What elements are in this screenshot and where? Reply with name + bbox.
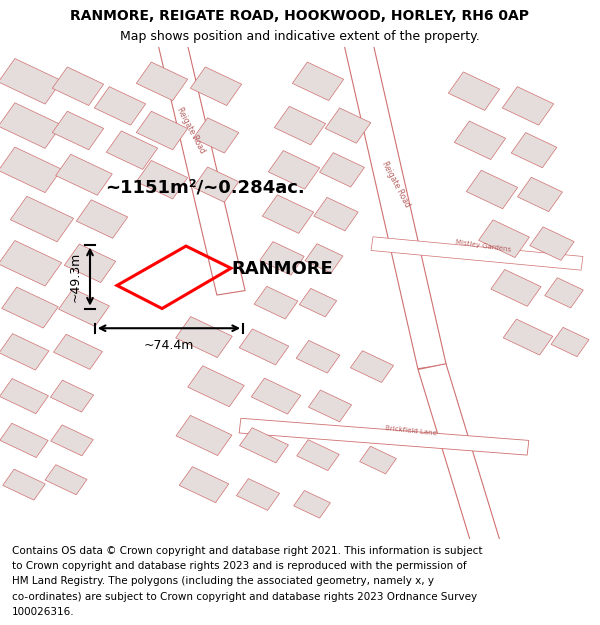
Polygon shape	[297, 439, 339, 471]
Polygon shape	[293, 491, 331, 518]
Polygon shape	[350, 351, 394, 382]
Polygon shape	[179, 467, 229, 502]
Polygon shape	[325, 108, 371, 143]
Polygon shape	[106, 131, 158, 169]
Polygon shape	[448, 72, 500, 111]
Polygon shape	[454, 121, 506, 159]
Polygon shape	[76, 200, 128, 238]
Polygon shape	[511, 132, 557, 168]
Polygon shape	[53, 334, 103, 369]
Polygon shape	[0, 147, 62, 192]
Polygon shape	[466, 170, 518, 209]
Polygon shape	[0, 379, 49, 414]
Polygon shape	[50, 380, 94, 412]
Polygon shape	[260, 242, 304, 275]
Text: RANMORE: RANMORE	[231, 260, 333, 278]
Polygon shape	[359, 446, 397, 474]
Polygon shape	[0, 241, 62, 286]
Polygon shape	[64, 244, 116, 282]
Polygon shape	[503, 319, 553, 355]
Polygon shape	[45, 464, 87, 495]
Polygon shape	[136, 161, 188, 199]
Polygon shape	[268, 151, 320, 189]
Polygon shape	[308, 390, 352, 422]
Polygon shape	[518, 177, 562, 212]
Polygon shape	[299, 288, 337, 317]
Polygon shape	[136, 111, 188, 150]
Text: to Crown copyright and database rights 2023 and is reproduced with the permissio: to Crown copyright and database rights 2…	[12, 561, 467, 571]
Polygon shape	[190, 67, 242, 106]
Polygon shape	[52, 111, 104, 150]
Polygon shape	[59, 289, 109, 326]
Polygon shape	[254, 286, 298, 319]
Polygon shape	[239, 329, 289, 365]
Polygon shape	[418, 364, 506, 566]
Polygon shape	[0, 423, 48, 458]
Polygon shape	[2, 287, 58, 328]
Polygon shape	[371, 237, 583, 270]
Polygon shape	[320, 152, 364, 187]
Polygon shape	[274, 106, 326, 145]
Polygon shape	[193, 118, 239, 153]
Text: Contains OS data © Crown copyright and database right 2021. This information is : Contains OS data © Crown copyright and d…	[12, 546, 482, 556]
Polygon shape	[136, 62, 188, 101]
Polygon shape	[239, 418, 529, 455]
Text: ~1151m²/~0.284ac.: ~1151m²/~0.284ac.	[105, 178, 305, 196]
Polygon shape	[502, 87, 554, 125]
Polygon shape	[314, 198, 358, 231]
Text: Mistley Gardens: Mistley Gardens	[455, 239, 511, 253]
Polygon shape	[94, 87, 146, 125]
Polygon shape	[491, 269, 541, 306]
Text: RANMORE, REIGATE ROAD, HOOKWOOD, HORLEY, RH6 0AP: RANMORE, REIGATE ROAD, HOOKWOOD, HORLEY,…	[71, 9, 530, 23]
Text: Reigate Road: Reigate Road	[175, 106, 207, 155]
Polygon shape	[239, 428, 289, 463]
Polygon shape	[52, 67, 104, 106]
Polygon shape	[56, 154, 112, 195]
Polygon shape	[193, 167, 239, 202]
Text: HM Land Registry. The polygons (including the associated geometry, namely x, y: HM Land Registry. The polygons (includin…	[12, 576, 434, 586]
Polygon shape	[157, 35, 245, 295]
Polygon shape	[10, 196, 74, 242]
Polygon shape	[0, 59, 62, 104]
Polygon shape	[305, 244, 343, 273]
Polygon shape	[3, 469, 45, 500]
Polygon shape	[188, 366, 244, 407]
Polygon shape	[551, 328, 589, 357]
Polygon shape	[296, 341, 340, 373]
Polygon shape	[251, 378, 301, 414]
Text: co-ordinates) are subject to Crown copyright and database rights 2023 Ordnance S: co-ordinates) are subject to Crown copyr…	[12, 592, 477, 602]
Text: 100026316.: 100026316.	[12, 607, 74, 617]
Polygon shape	[236, 479, 280, 511]
Text: Map shows position and indicative extent of the property.: Map shows position and indicative extent…	[120, 31, 480, 44]
Text: ~74.4m: ~74.4m	[144, 339, 194, 352]
Polygon shape	[0, 102, 62, 148]
Text: Brickfield Lane: Brickfield Lane	[385, 425, 437, 436]
Text: ~49.3m: ~49.3m	[68, 251, 82, 302]
Polygon shape	[0, 334, 49, 370]
Polygon shape	[292, 62, 344, 101]
Polygon shape	[176, 317, 232, 357]
Polygon shape	[262, 195, 314, 233]
Polygon shape	[176, 416, 232, 456]
Text: Reigate Road: Reigate Road	[380, 160, 412, 209]
Polygon shape	[479, 220, 529, 258]
Polygon shape	[51, 425, 93, 456]
Polygon shape	[530, 227, 574, 261]
Polygon shape	[545, 278, 583, 308]
Polygon shape	[343, 35, 446, 369]
